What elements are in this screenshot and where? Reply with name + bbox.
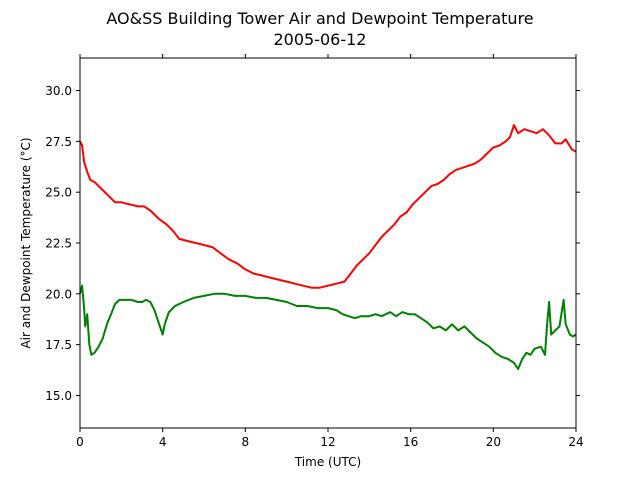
y-tick-label: 17.5 — [45, 338, 72, 352]
x-tick-label: 16 — [403, 435, 418, 449]
chart-subtitle: 2005-06-12 — [274, 30, 367, 49]
y-axis-label: Air and Dewpoint Temperature (°C) — [19, 137, 33, 348]
y-tick-label: 25.0 — [45, 186, 72, 200]
y-tick-label: 15.0 — [45, 389, 72, 403]
x-tick-label: 12 — [320, 435, 335, 449]
x-axis-ticks: 0 4 8 12 16 20 24 — [76, 54, 584, 449]
y-axis-ticks: 15.0 17.5 20.0 22.5 25.0 27.5 30.0 — [45, 84, 580, 403]
x-tick-label: 8 — [242, 435, 250, 449]
x-tick-label: 20 — [486, 435, 501, 449]
series-line-1 — [79, 124, 577, 289]
y-tick-label: 20.0 — [45, 287, 72, 301]
x-axis-label: Time (UTC) — [294, 455, 361, 469]
x-tick-label: 0 — [76, 435, 84, 449]
y-tick-label: 30.0 — [45, 84, 72, 98]
y-tick-label: 27.5 — [45, 135, 72, 149]
x-tick-label: 4 — [159, 435, 167, 449]
series-line-2 — [79, 284, 577, 370]
chart-title: AO&SS Building Tower Air and Dewpoint Te… — [106, 9, 533, 28]
plot-frame — [79, 57, 577, 429]
y-tick-label: 22.5 — [45, 237, 72, 251]
series-layer — [79, 124, 577, 370]
x-tick-label: 24 — [568, 435, 583, 449]
